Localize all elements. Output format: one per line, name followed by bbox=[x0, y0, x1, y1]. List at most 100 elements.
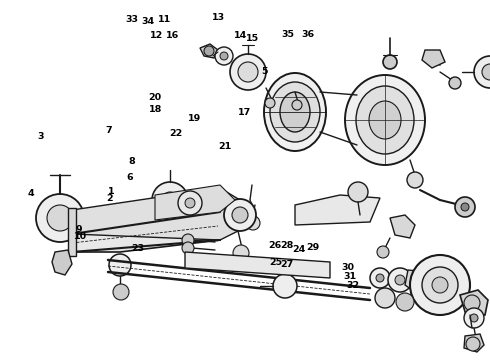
Text: 16: 16 bbox=[166, 31, 179, 40]
Circle shape bbox=[376, 274, 384, 282]
Text: 10: 10 bbox=[74, 233, 87, 241]
Circle shape bbox=[230, 54, 266, 90]
Circle shape bbox=[238, 62, 258, 82]
Circle shape bbox=[36, 194, 84, 242]
Circle shape bbox=[233, 245, 249, 261]
Polygon shape bbox=[390, 215, 415, 238]
Circle shape bbox=[432, 277, 448, 293]
Circle shape bbox=[396, 293, 414, 311]
Circle shape bbox=[370, 268, 390, 288]
Text: 28: 28 bbox=[280, 241, 294, 250]
Text: 17: 17 bbox=[238, 108, 252, 117]
Circle shape bbox=[383, 55, 397, 69]
Circle shape bbox=[113, 284, 129, 300]
Circle shape bbox=[470, 314, 478, 322]
Text: 33: 33 bbox=[126, 15, 139, 24]
Text: 24: 24 bbox=[292, 245, 306, 253]
Circle shape bbox=[220, 52, 228, 60]
Circle shape bbox=[407, 172, 423, 188]
Circle shape bbox=[182, 242, 194, 254]
Text: 20: 20 bbox=[148, 93, 161, 102]
Circle shape bbox=[461, 203, 469, 211]
Circle shape bbox=[292, 100, 302, 110]
Circle shape bbox=[247, 216, 259, 228]
Circle shape bbox=[395, 275, 405, 285]
Circle shape bbox=[224, 199, 256, 231]
Polygon shape bbox=[295, 195, 380, 225]
Text: 23: 23 bbox=[132, 244, 145, 253]
Polygon shape bbox=[52, 250, 72, 275]
Text: 11: 11 bbox=[157, 15, 171, 24]
Text: 26: 26 bbox=[268, 241, 281, 250]
Text: 3: 3 bbox=[37, 132, 44, 140]
Text: 12: 12 bbox=[150, 31, 164, 40]
Ellipse shape bbox=[369, 101, 401, 139]
Ellipse shape bbox=[280, 92, 310, 132]
Bar bbox=[68, 208, 76, 256]
Polygon shape bbox=[422, 50, 445, 68]
Circle shape bbox=[377, 246, 389, 258]
Text: 1: 1 bbox=[108, 187, 115, 196]
Text: 6: 6 bbox=[126, 173, 133, 181]
Circle shape bbox=[215, 47, 233, 65]
Circle shape bbox=[232, 207, 248, 223]
Text: 22: 22 bbox=[169, 129, 182, 138]
Circle shape bbox=[152, 182, 188, 218]
Ellipse shape bbox=[264, 73, 326, 151]
Circle shape bbox=[464, 308, 484, 328]
Circle shape bbox=[178, 191, 202, 215]
Ellipse shape bbox=[270, 82, 320, 142]
Circle shape bbox=[474, 56, 490, 88]
Polygon shape bbox=[464, 334, 484, 352]
Circle shape bbox=[410, 255, 470, 315]
Text: 13: 13 bbox=[212, 13, 224, 22]
Polygon shape bbox=[72, 210, 220, 252]
Circle shape bbox=[246, 216, 260, 230]
Circle shape bbox=[455, 197, 475, 217]
Circle shape bbox=[449, 77, 461, 89]
Text: 18: 18 bbox=[149, 105, 163, 114]
Text: 21: 21 bbox=[218, 142, 231, 151]
Text: 27: 27 bbox=[280, 260, 294, 269]
Text: 34: 34 bbox=[142, 17, 154, 26]
Polygon shape bbox=[155, 185, 235, 220]
Circle shape bbox=[482, 64, 490, 80]
Circle shape bbox=[47, 205, 73, 231]
Text: 9: 9 bbox=[75, 225, 82, 234]
Polygon shape bbox=[200, 44, 218, 58]
Circle shape bbox=[422, 267, 458, 303]
Circle shape bbox=[464, 295, 480, 311]
Text: 4: 4 bbox=[27, 189, 34, 198]
Text: 36: 36 bbox=[301, 30, 314, 39]
Text: 30: 30 bbox=[342, 263, 354, 272]
Text: 8: 8 bbox=[128, 157, 135, 166]
Circle shape bbox=[182, 234, 194, 246]
Circle shape bbox=[375, 288, 395, 308]
Circle shape bbox=[388, 268, 412, 292]
Text: 15: 15 bbox=[246, 33, 259, 42]
Circle shape bbox=[348, 182, 368, 202]
Text: 35: 35 bbox=[282, 30, 294, 39]
Circle shape bbox=[466, 337, 480, 351]
Polygon shape bbox=[460, 290, 488, 315]
Text: 5: 5 bbox=[261, 68, 268, 77]
Polygon shape bbox=[72, 188, 240, 240]
Circle shape bbox=[273, 274, 297, 298]
Text: 14: 14 bbox=[233, 31, 247, 40]
Circle shape bbox=[204, 46, 214, 56]
Circle shape bbox=[185, 198, 195, 208]
Circle shape bbox=[265, 98, 275, 108]
Circle shape bbox=[162, 192, 178, 208]
Ellipse shape bbox=[356, 86, 414, 154]
Ellipse shape bbox=[345, 75, 425, 165]
Text: 25: 25 bbox=[269, 258, 282, 267]
Text: 19: 19 bbox=[188, 113, 202, 122]
Polygon shape bbox=[405, 270, 430, 292]
Text: 2: 2 bbox=[106, 194, 113, 203]
Text: 7: 7 bbox=[105, 126, 112, 135]
Text: 31: 31 bbox=[343, 272, 356, 281]
Text: 29: 29 bbox=[306, 243, 319, 252]
Text: 32: 32 bbox=[346, 282, 359, 291]
Circle shape bbox=[109, 254, 131, 276]
Polygon shape bbox=[185, 252, 330, 278]
